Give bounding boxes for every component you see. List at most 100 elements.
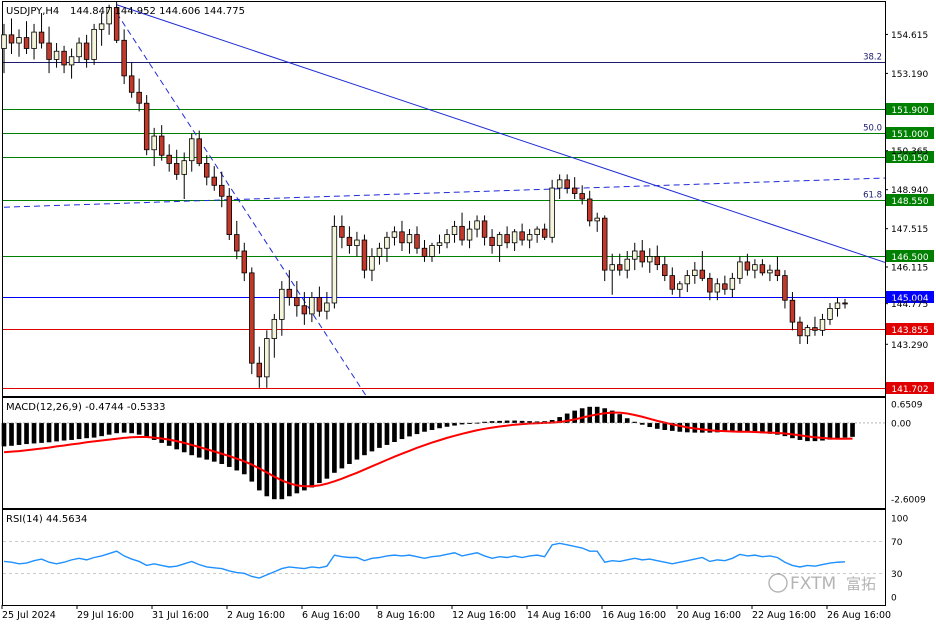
candle-body-7: [53, 50, 60, 60]
trendline-1: [116, 12, 367, 397]
macd-bar-63: [474, 422, 480, 424]
macd-bar-8: [61, 422, 67, 441]
macd-bar-75: [564, 413, 570, 423]
price-tick-label-8: 147.515: [891, 225, 928, 235]
fxtm-logo-icon: [768, 573, 788, 593]
macd-bar-85: [639, 422, 645, 425]
candle-body-8: [61, 50, 67, 66]
candle-body-11: [83, 42, 90, 60]
price-tick-label-4: 150.365: [891, 147, 928, 157]
candle-body-10: [76, 42, 82, 58]
trendline-2: [3, 177, 886, 208]
macd-bar-83: [624, 418, 630, 423]
candle-body-54: [406, 234, 413, 244]
macd-bar-103: [775, 422, 780, 435]
macd-bar-52: [392, 422, 397, 442]
candle-body-0: [1, 34, 7, 49]
macd-bar-82: [617, 414, 623, 423]
time-axis: 25 Jul 2024 29 Jul 16:00 31 Jul 16:00 2 Aug…: [1, 605, 891, 621]
rsi-title: RSI(14) 44.5634: [6, 514, 87, 525]
candle-body-65: [489, 236, 495, 246]
rsi-axis-label-2: 30: [891, 570, 903, 580]
level-tag-6: [886, 291, 934, 303]
level-tag-text-4: 148.550: [891, 197, 928, 207]
macd-bar-39: [294, 422, 300, 494]
time-tick-label-7: 14 Aug 16:00: [527, 610, 591, 621]
candle-body-99: [744, 261, 751, 271]
macd-title: MACD(12,26,9) -0.4744 -0.5333: [6, 402, 166, 413]
level-tag-4: [886, 194, 934, 206]
candle-body-21: [158, 135, 165, 156]
macd-bar-9: [69, 422, 74, 440]
candle-body-89: [669, 275, 676, 290]
macd-bar-12: [91, 422, 97, 438]
candle-body-85: [639, 250, 645, 263]
candle-body-23: [173, 163, 180, 175]
macd-bar-77: [579, 408, 585, 423]
candle-body-108: [812, 327, 818, 331]
candle-body-93: [699, 269, 706, 279]
candle-body-35: [264, 338, 270, 378]
fib-label-0: 38.2: [863, 53, 882, 63]
price-tick-label-0: 154.615: [891, 31, 928, 41]
candle-body-51: [384, 236, 390, 249]
candle-body-60: [451, 225, 458, 235]
trendline-0: [116, 4, 886, 263]
candle-body-4: [31, 31, 37, 49]
candle-body-26: [196, 138, 202, 164]
candle-body-95: [714, 283, 721, 293]
macd-bar-10: [76, 422, 82, 440]
macd-bar-86: [647, 422, 653, 428]
macd-bar-100: [752, 422, 758, 433]
macd-bar-36: [271, 422, 277, 500]
candle-body-75: [564, 179, 570, 189]
candle-body-6: [46, 42, 52, 60]
candle-body-90: [677, 283, 683, 290]
candle-body-39: [294, 297, 300, 307]
macd-bar-101: [760, 422, 765, 434]
candle-body-31: [234, 234, 240, 252]
macd-bar-45: [339, 422, 345, 469]
macd-bar-19: [144, 422, 149, 438]
price-tick-label-12: 144.775: [891, 300, 928, 310]
macd-bar-102: [767, 422, 773, 434]
candle-body-9: [68, 56, 75, 66]
macd-bar-62: [467, 422, 472, 424]
watermark-cn: 富拓: [846, 575, 876, 593]
macd-bar-87: [654, 422, 660, 429]
candle-body-88: [662, 264, 668, 277]
macd-bar-20: [151, 422, 157, 440]
candle-body-70: [526, 234, 533, 241]
candle-body-62: [466, 228, 473, 241]
level-tag-text-2: 151.000: [891, 130, 928, 140]
time-tick-label-3: 2 Aug 16:00: [227, 610, 285, 621]
macd-bar-74: [557, 417, 562, 423]
candle-body-102: [767, 269, 773, 274]
macd-bar-48: [362, 422, 367, 456]
candle-body-3: [23, 37, 30, 49]
macd-bar-73: [549, 420, 555, 423]
candle-body-20: [151, 135, 157, 151]
macd-bar-88: [662, 422, 668, 430]
candle-body-64: [481, 220, 488, 238]
macd-bar-111: [835, 422, 840, 439]
macd-bar-104: [782, 422, 788, 437]
candle-body-29: [219, 184, 225, 197]
candle-body-72: [541, 228, 548, 238]
candle-body-83: [624, 258, 630, 271]
macd-signal: [3, 411, 885, 488]
macd-bar-96: [722, 422, 728, 433]
candle-body-55: [414, 234, 420, 249]
macd-bar-3: [24, 422, 29, 445]
candle-body-40: [301, 305, 308, 315]
candle-body-63: [474, 220, 480, 230]
candle-body-106: [797, 321, 803, 337]
macd-bar-89: [669, 422, 675, 431]
rsi-axis-label-3: 0: [891, 594, 897, 604]
candle-body-80: [601, 217, 608, 271]
candle-body-36: [271, 318, 278, 339]
price-tick-label-10: 146.115: [891, 263, 928, 273]
candle-body-76: [571, 187, 578, 194]
candle-body-48: [361, 239, 368, 271]
macd-bar-93: [700, 422, 705, 433]
